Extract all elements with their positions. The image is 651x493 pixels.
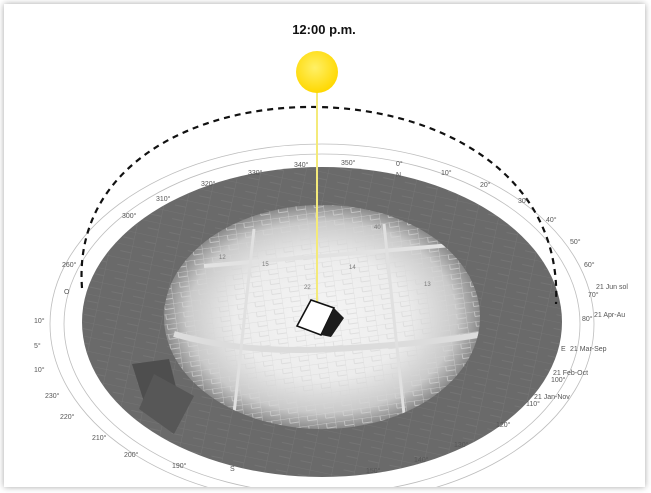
azimuth-label: N [396, 172, 401, 179]
svg-text:22: 22 [304, 285, 311, 291]
azimuth-label: 20° [480, 181, 491, 189]
azimuth-labels: 0° N 10° 20° 30° 40° 50° 60° 70° 80° E 1… [34, 159, 599, 475]
azimuth-label: 260° [62, 261, 77, 269]
azimuth-label: 0° [396, 160, 403, 168]
azimuth-label: 300° [122, 212, 137, 220]
azimuth-label: 330° [248, 169, 263, 177]
azimuth-label: 130° [454, 441, 469, 449]
azimuth-label: 80° [582, 315, 593, 323]
sun-path-svg: 12 15 14 13 40 22 12:00 p.m. 0° N 10° 20… [34, 22, 628, 487]
azimuth-label: 210° [92, 434, 107, 442]
date-label: 21 Jun sol [596, 284, 628, 291]
sun-path-diagram: 12 15 14 13 40 22 12:00 p.m. 0° N 10° 20… [4, 4, 645, 487]
svg-text:40: 40 [374, 225, 381, 231]
azimuth-label: O [64, 289, 70, 296]
azimuth-label: 30° [518, 197, 529, 205]
azimuth-label: 340° [294, 161, 309, 169]
svg-text:14: 14 [349, 265, 356, 271]
azimuth-label: 5° [34, 342, 41, 350]
azimuth-label: 10° [34, 366, 45, 374]
svg-text:13: 13 [424, 282, 431, 288]
date-label: 21 Jan-Nov [534, 394, 570, 401]
azimuth-label: 50° [570, 238, 581, 246]
azimuth-label: 150° [366, 467, 381, 475]
azimuth-label: 40° [546, 216, 557, 224]
azimuth-label: 350° [341, 159, 356, 167]
azimuth-label: S [230, 466, 235, 473]
azimuth-label: 190° [172, 462, 187, 470]
azimuth-label: 230° [45, 392, 60, 400]
azimuth-label: 10° [441, 169, 452, 177]
time-label: 12:00 p.m. [292, 22, 356, 37]
date-label: 21 Apr-Au [594, 312, 625, 319]
building-icon [295, 299, 344, 337]
azimuth-label: 70° [588, 291, 599, 299]
compass-rings [49, 143, 595, 487]
date-label: 21 Feb-Oct [553, 370, 588, 377]
azimuth-label: E [561, 346, 566, 353]
azimuth-label: 140° [414, 456, 429, 464]
azimuth-label: 220° [60, 413, 75, 421]
azimuth-label: 310° [156, 195, 171, 203]
svg-text:15: 15 [262, 262, 269, 268]
date-label: 21 Mar-Sep [570, 346, 607, 353]
azimuth-label: 120° [496, 421, 511, 429]
azimuth-label: 100° [551, 376, 566, 384]
svg-text:12: 12 [219, 255, 226, 261]
azimuth-label: 200° [124, 451, 139, 459]
azimuth-label: 320° [201, 180, 216, 188]
azimuth-label: 10° [34, 317, 45, 325]
azimuth-label: 60° [584, 261, 595, 269]
azimuth-label: 110° [526, 400, 540, 408]
date-labels: 21 Jun sol 21 Apr-Au 21 Mar-Sep 21 Feb-O… [534, 284, 628, 401]
sun-icon [296, 51, 338, 93]
